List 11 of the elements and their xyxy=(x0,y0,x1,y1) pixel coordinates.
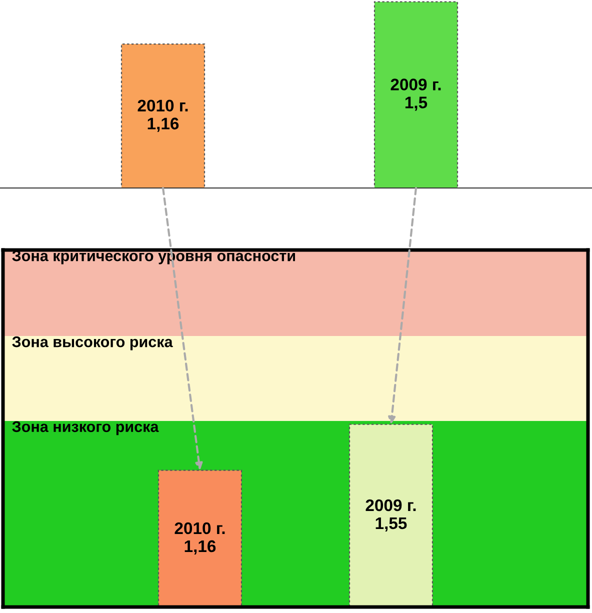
data-label: 1,16 xyxy=(148,118,179,132)
data-label: 1,16 xyxy=(184,540,216,555)
band-label: Зона низкого риска xyxy=(12,421,159,436)
band-label: Зона высокого риска xyxy=(12,336,173,350)
x-tick-label: 2009 г. xyxy=(390,78,441,90)
x-tick-label: 2010 г. xyxy=(138,100,188,112)
data-label: 1,5 xyxy=(405,96,428,111)
data-label: 1,55 xyxy=(376,518,407,532)
x-tick-label: 2010 г. xyxy=(174,522,225,534)
x-tick-label: 2009 г. xyxy=(366,499,416,512)
band-label: Зона критического уровня опасности xyxy=(12,250,295,264)
